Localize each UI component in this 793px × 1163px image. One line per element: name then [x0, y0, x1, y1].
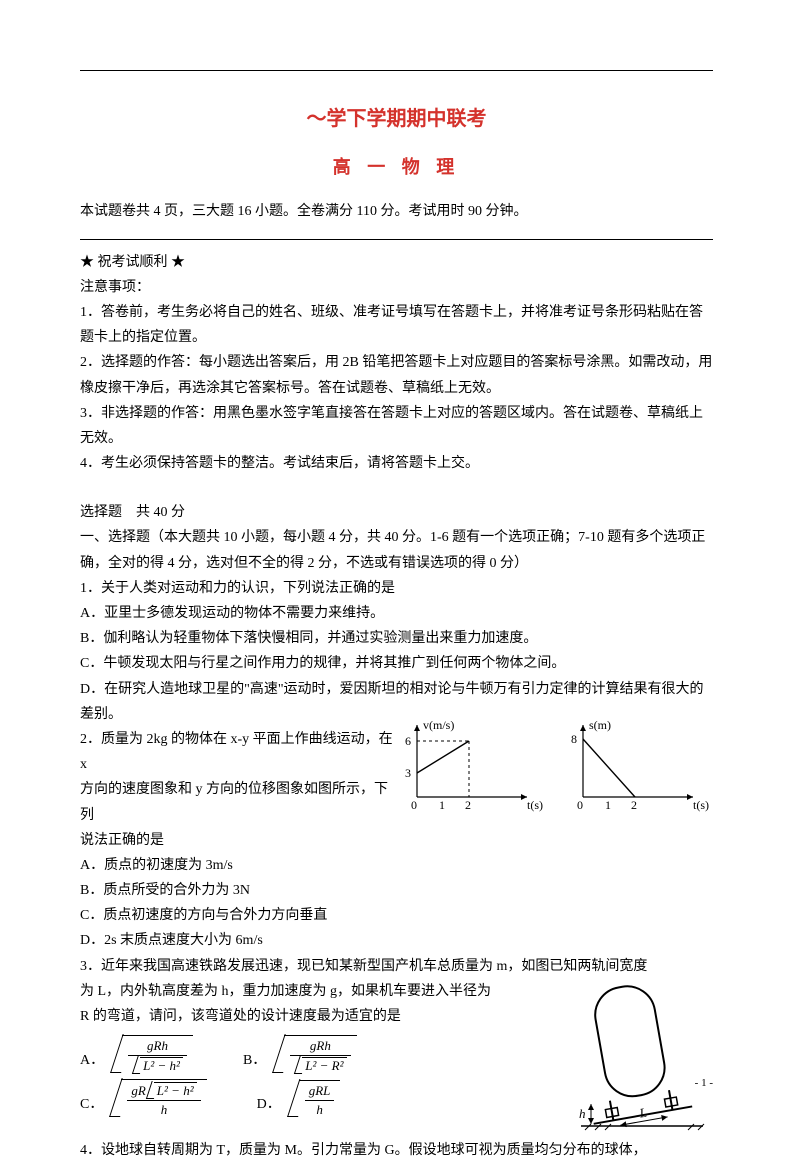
q2-stem-line2: 方向的速度图象和 y 方向的位移图象如图所示，下列	[80, 777, 400, 827]
page-number: - 1 -	[695, 1074, 713, 1094]
svg-text:1: 1	[605, 798, 611, 812]
svg-text:0: 0	[411, 798, 417, 812]
good-luck-line: ★ 祝考试顺利 ★	[80, 250, 713, 275]
title-subject: 高 一 物 理	[80, 151, 713, 183]
vgraph-xlabel: t(s)	[527, 798, 543, 812]
q2-stem-line1: 2．质量为 2kg 的物体在 x-y 平面上作曲线运动，在 x	[80, 727, 400, 777]
note-item-2: 2．选择题的作答：每小题选出答案后，用 2B 铅笔把答题卡上对应题目的答案标号涂…	[80, 350, 713, 400]
velocity-graph: v(m/s) t(s) 3 6 0 1 2	[397, 717, 547, 812]
q2-block: 2．质量为 2kg 的物体在 x-y 平面上作曲线运动，在 x 方向的速度图象和…	[80, 727, 713, 878]
svg-text:2: 2	[631, 798, 637, 812]
q2-graphs: v(m/s) t(s) 3 6 0 1 2 s(m) t(s) 8 0 1 2	[397, 717, 713, 812]
top-rule	[80, 70, 713, 71]
q2-option-b: B．质点所受的合外力为 3N	[80, 878, 713, 903]
notes-heading: 注意事项：	[80, 275, 713, 300]
note-item-1: 1．答卷前，考生务必将自己的姓名、班级、准考证号填写在答题卡上，并将准考证号条形…	[80, 300, 713, 350]
q3-block: 3．近年来我国高速铁路发展迅速，现已知某新型国产机车总质量为 m，如图已知两轨间…	[80, 954, 713, 1118]
section-title: 选择题 共 40 分	[80, 500, 713, 525]
q2-option-c: C．质点初速度的方向与合外力方向垂直	[80, 903, 713, 928]
q2-stem-line3: 说法正确的是	[80, 828, 400, 853]
svg-text:8: 8	[571, 732, 577, 746]
rail-diagram: L h	[563, 976, 713, 1136]
sgraph-xlabel: t(s)	[693, 798, 709, 812]
q2-option-d: D．2s 末质点速度大小为 6m/s	[80, 928, 713, 953]
notes-block: ★ 祝考试顺利 ★ 注意事项： 1．答卷前，考生务必将自己的姓名、班级、准考证号…	[80, 250, 713, 477]
svg-text:1: 1	[439, 798, 445, 812]
q3-option-a: A． gRh L² − h²	[80, 1035, 193, 1073]
q1-option-b: B．伽利略认为轻重物体下落快慢相同，并通过实验测量出来重力加速度。	[80, 626, 713, 651]
divider	[80, 239, 713, 240]
note-item-3: 3．非选择题的作答：用黑色墨水签字笔直接答在答题卡上对应的答题区域内。答在试题卷…	[80, 401, 713, 451]
displacement-graph: s(m) t(s) 8 0 1 2	[563, 717, 713, 812]
q2-option-a: A．质点的初速度为 3m/s	[80, 853, 400, 878]
rail-label-L: L	[637, 1104, 648, 1120]
q3-stem-line2: 为 L，内外轨高度差为 h，重力加速度为 g，如果机车要进入半径为	[80, 979, 510, 1004]
svg-text:2: 2	[465, 798, 471, 812]
rail-label-h: h	[579, 1106, 586, 1121]
title-main: ～学下学期期中联考	[80, 101, 713, 137]
section-instructions: 一、选择题（本大题共 10 小题，每小题 4 分，共 40 分。1-6 题有一个…	[80, 525, 713, 575]
svg-text:0: 0	[577, 798, 583, 812]
svg-text:3: 3	[405, 766, 411, 780]
q3-option-c: C． gRL² − h² h	[80, 1079, 207, 1117]
q1-option-a: A．亚里士多德发现运动的物体不需要力来维持。	[80, 601, 713, 626]
q1-stem: 1．关于人类对运动和力的认识，下列说法正确的是	[80, 576, 713, 601]
exam-info: 本试题卷共 4 页，三大题 16 小题。全卷满分 110 分。考试用时 90 分…	[80, 199, 713, 224]
sgraph-ylabel: s(m)	[589, 718, 611, 732]
q3-option-d: D． gRL h	[257, 1080, 341, 1117]
q3-option-b: B． gRh L² − R²	[243, 1035, 357, 1073]
q1-option-c: C．牛顿发现太阳与行星之间作用力的规律，并将其推广到任何两个物体之间。	[80, 651, 713, 676]
svg-text:6: 6	[405, 734, 411, 748]
q4-stem: 4．设地球自转周期为 T，质量为 M。引力常量为 G。假设地球可视为质量均匀分布…	[80, 1138, 713, 1163]
note-item-4: 4．考生必须保持答题卡的整洁。考试结束后，请将答题卡上交。	[80, 451, 713, 476]
vgraph-ylabel: v(m/s)	[423, 718, 454, 732]
